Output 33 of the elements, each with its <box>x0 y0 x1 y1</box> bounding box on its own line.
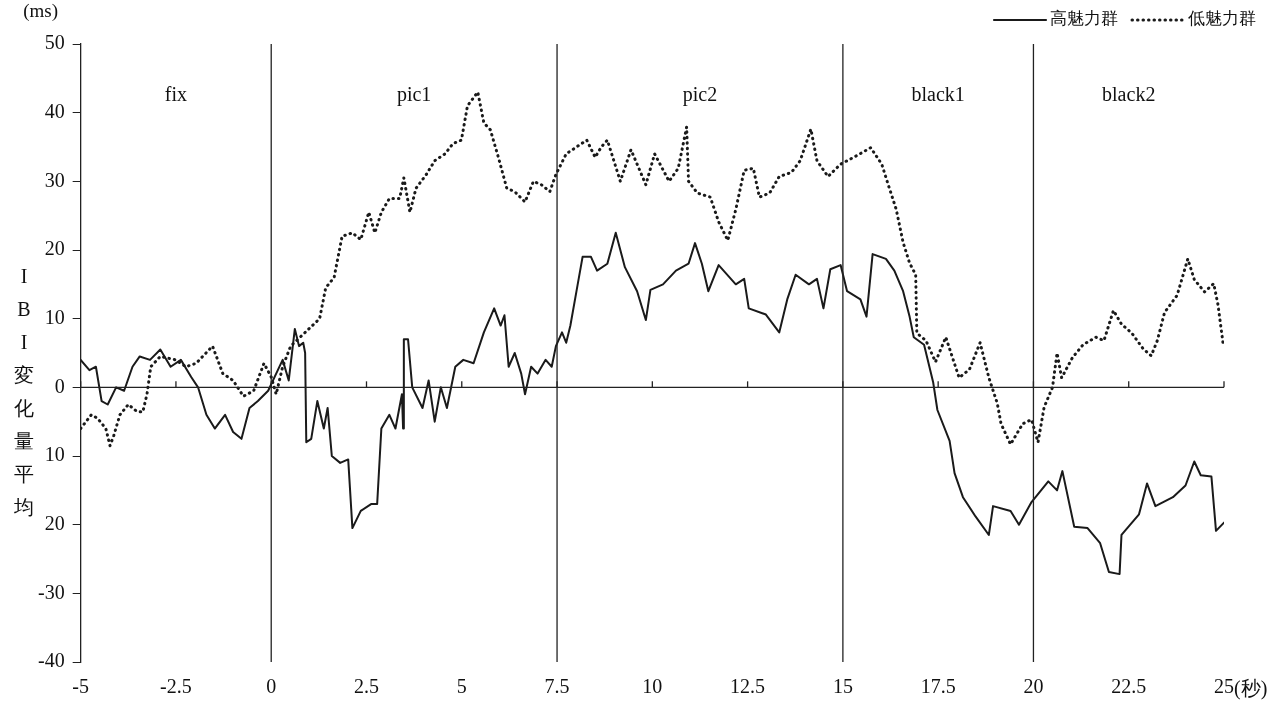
x-tick-label: -5 <box>72 675 89 698</box>
y-tick-label: 30 <box>44 168 65 191</box>
annotation: pic1 <box>396 83 432 107</box>
y-tick-label: 20 <box>44 511 65 534</box>
y-tick-label: 0 <box>54 374 65 397</box>
x-tick-label: 5 <box>456 675 467 698</box>
y-tick-label: 10 <box>44 305 65 328</box>
x-tick-label: 12.5 <box>730 675 766 698</box>
text: (ms) <box>23 0 59 22</box>
y-axis-title: IBI変化量平均 <box>13 264 34 518</box>
x-tick-label: 0 <box>266 675 277 698</box>
y-tick-label: 20 <box>44 237 65 260</box>
x-tick-label: 22.5 <box>1111 675 1147 698</box>
y-tick-label: 50 <box>44 31 65 54</box>
y-tick-label: -30 <box>37 580 65 603</box>
x-tick-label: -2.5 <box>160 675 192 698</box>
legend-label: 低魅力群 <box>1188 9 1256 29</box>
y-tick-label: 40 <box>44 99 65 122</box>
x-tick-label: 17.5 <box>920 675 956 698</box>
x-tick-label: 10 <box>642 675 663 698</box>
y-tick-label: 10 <box>44 443 65 466</box>
y-tick-label: -40 <box>37 649 65 672</box>
legend-label: 高魅力群 <box>1050 9 1118 29</box>
annotation: black1 <box>911 83 965 106</box>
x-tick-label: 15 <box>832 675 853 698</box>
x-axis-title: (秒) <box>1234 677 1268 701</box>
annotation: black2 <box>1102 83 1156 106</box>
x-tick-label: 7.5 <box>544 675 570 698</box>
annotation: pic2 <box>682 83 718 107</box>
annotation: fix <box>164 83 188 106</box>
x-tick-label: 2.5 <box>354 675 379 698</box>
x-tick-label: 20 <box>1023 675 1044 698</box>
x-tick-label: 25 <box>1214 675 1234 698</box>
